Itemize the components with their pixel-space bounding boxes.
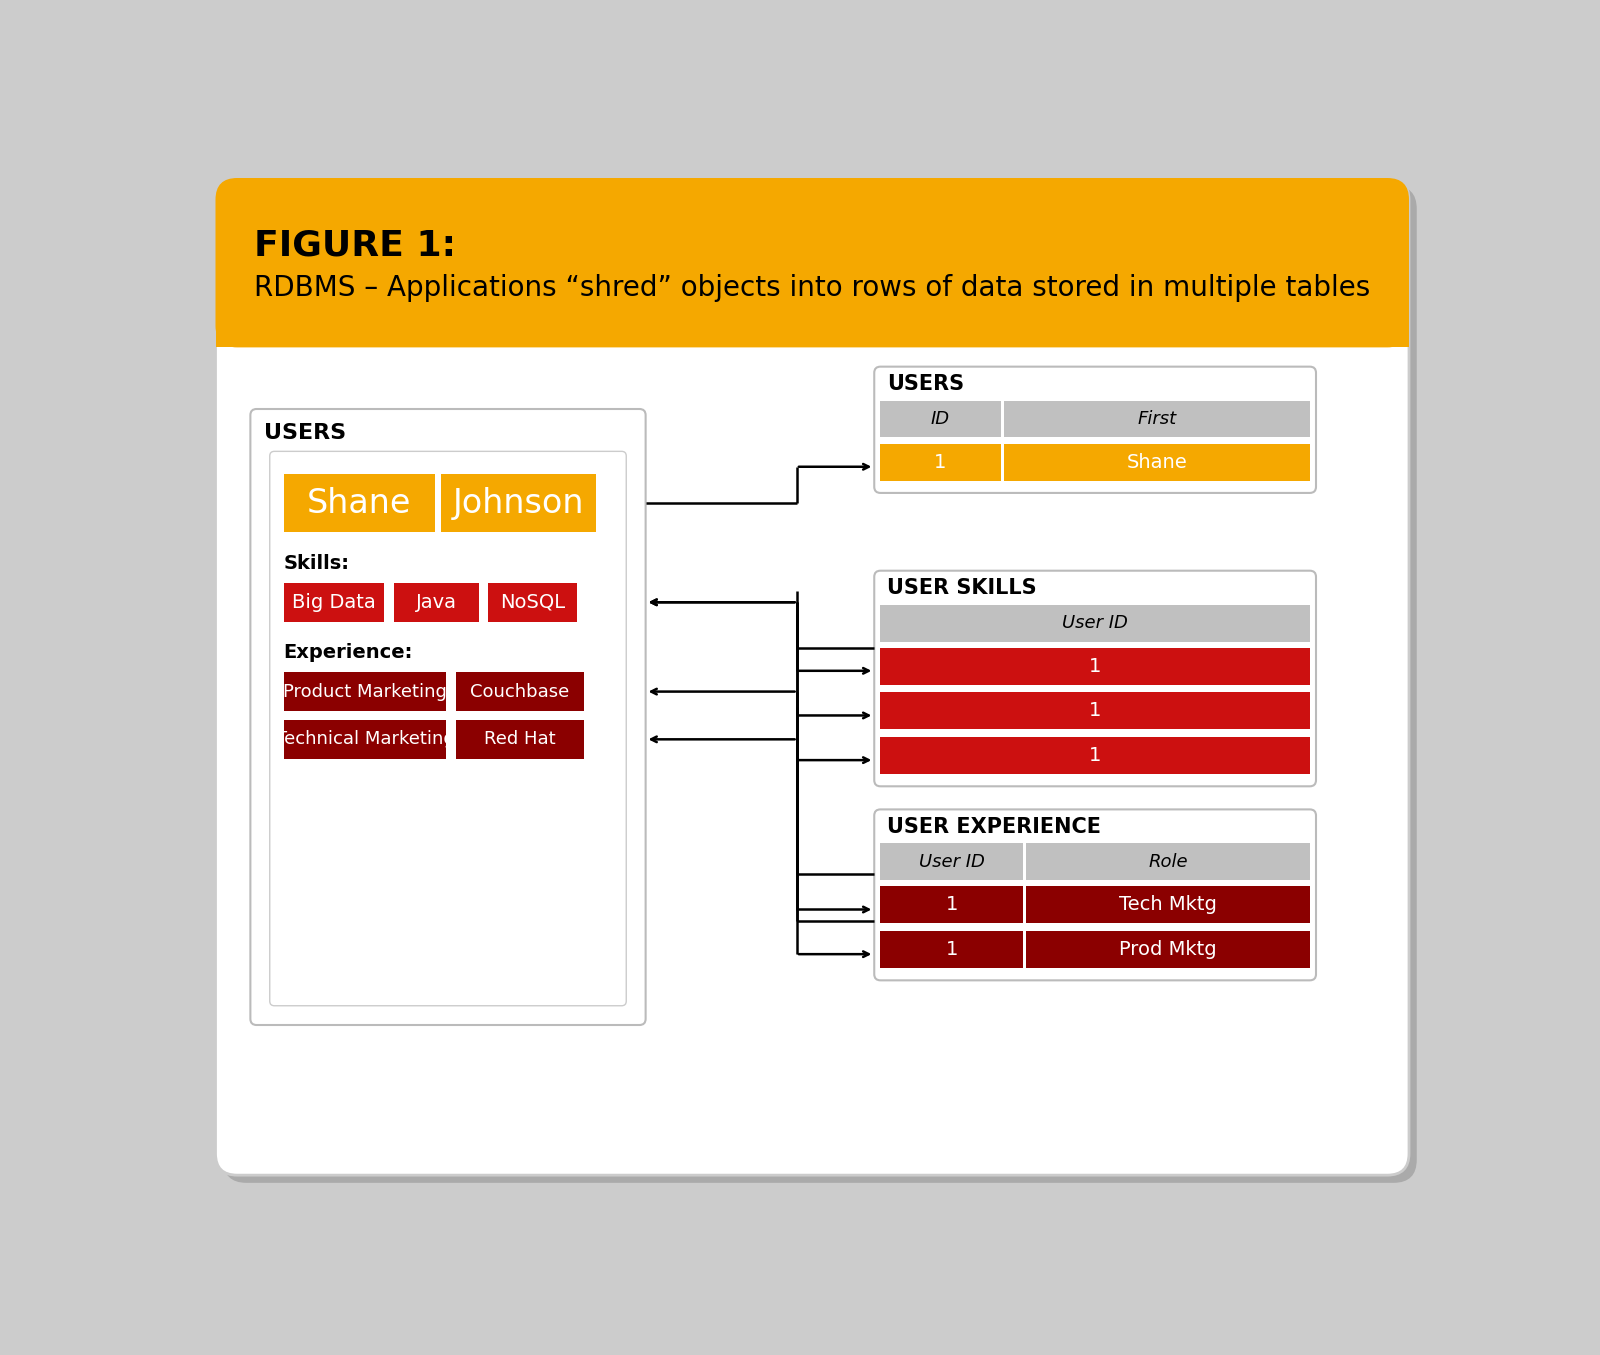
Bar [283,672,446,711]
FancyBboxPatch shape [216,178,1410,1175]
Bar [1026,931,1310,967]
Text: USER EXPERIENCE: USER EXPERIENCE [886,817,1101,837]
Bar [1026,843,1310,881]
Text: Product Marketing: Product Marketing [283,683,446,701]
Bar [880,648,1310,684]
Bar [456,672,584,711]
Bar [880,886,1022,923]
Text: ID: ID [931,411,950,428]
FancyBboxPatch shape [270,451,626,1005]
Bar [394,583,478,622]
FancyBboxPatch shape [224,186,1416,1183]
Text: USERS: USERS [264,423,347,443]
Text: 1: 1 [946,940,958,959]
Bar [880,737,1310,774]
Text: USERS: USERS [886,374,963,394]
Text: Prod Mktg: Prod Mktg [1118,940,1216,959]
Bar [442,474,597,533]
Text: NoSQL: NoSQL [501,592,565,611]
Bar [880,931,1022,967]
Text: First: First [1138,411,1176,428]
Text: Experience:: Experience: [283,644,413,663]
Text: RDBMS – Applications “shred” objects into rows of data stored in multiple tables: RDBMS – Applications “shred” objects int… [254,274,1371,302]
Bar [880,604,1310,641]
Text: 1: 1 [1090,747,1101,766]
Text: USER SKILLS: USER SKILLS [886,579,1037,599]
Bar [1003,443,1310,481]
Bar [283,583,384,622]
Bar [1003,401,1310,438]
FancyBboxPatch shape [874,570,1315,786]
Text: Red Hat: Red Hat [483,730,555,748]
Text: Couchbase: Couchbase [470,683,570,701]
Text: Shane: Shane [307,486,411,520]
Bar [880,843,1022,881]
Bar [283,720,446,759]
Text: FIGURE 1:: FIGURE 1: [254,228,456,262]
Text: User ID: User ID [1062,614,1128,631]
FancyBboxPatch shape [874,367,1315,493]
Bar [1026,886,1310,923]
Bar [283,474,435,533]
Text: Role: Role [1149,852,1187,871]
Text: User ID: User ID [918,852,984,871]
Text: Shane: Shane [1126,453,1187,472]
Text: 1: 1 [1090,702,1101,721]
Text: 1: 1 [1090,657,1101,676]
Bar [880,443,1000,481]
FancyBboxPatch shape [874,809,1315,980]
Text: Johnson: Johnson [453,486,584,520]
Bar [456,720,584,759]
Text: Java: Java [416,592,458,611]
Bar [216,286,1410,347]
Text: Tech Mktg: Tech Mktg [1118,896,1218,915]
Text: 1: 1 [934,453,947,472]
Text: Skills:: Skills: [283,554,350,573]
Text: Big Data: Big Data [293,592,376,611]
FancyBboxPatch shape [250,409,646,1024]
Text: Technical Marketing: Technical Marketing [275,730,454,748]
FancyBboxPatch shape [216,178,1410,347]
Bar [488,583,578,622]
Bar [880,692,1310,729]
Text: 1: 1 [946,896,958,915]
Bar [880,401,1000,438]
